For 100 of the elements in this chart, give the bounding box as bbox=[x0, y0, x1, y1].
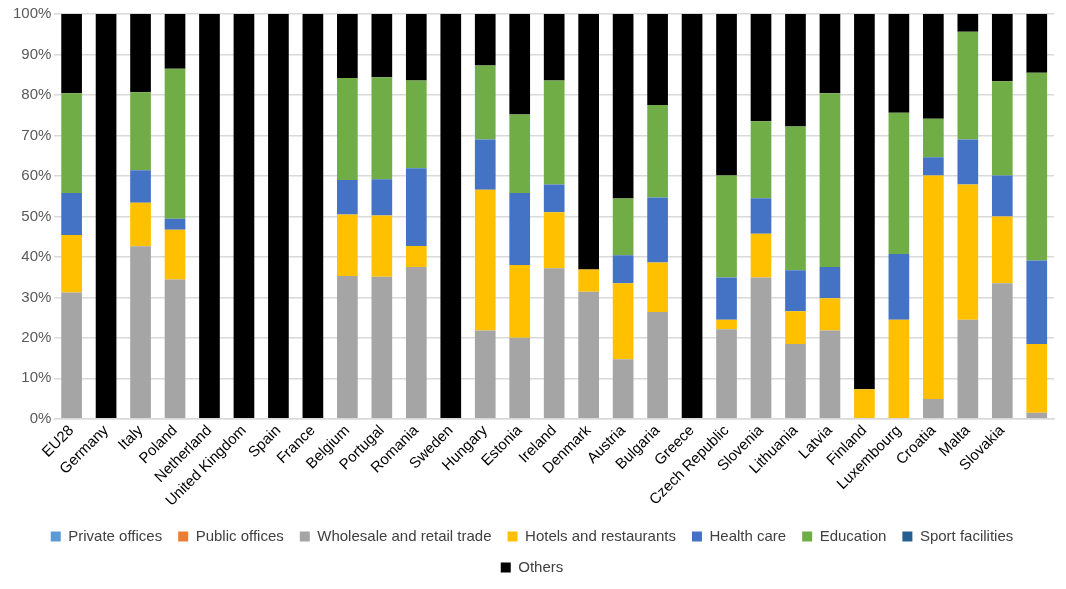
bar bbox=[991, 283, 1013, 419]
bar bbox=[991, 216, 1013, 284]
bar bbox=[61, 235, 82, 293]
bar bbox=[923, 157, 944, 176]
bar bbox=[819, 14, 841, 94]
bar bbox=[130, 202, 151, 247]
bar bbox=[750, 198, 772, 234]
bar bbox=[474, 14, 496, 66]
bar bbox=[819, 93, 841, 267]
bar bbox=[957, 319, 979, 419]
y-tick-label: 40% bbox=[21, 247, 52, 265]
legend-label: Private offices bbox=[68, 526, 163, 544]
bar bbox=[164, 68, 186, 219]
bar bbox=[612, 255, 634, 284]
y-tick-label: 90% bbox=[21, 44, 52, 62]
bar bbox=[854, 14, 875, 390]
bar bbox=[233, 14, 255, 419]
bar bbox=[509, 192, 531, 265]
legend-label: Education bbox=[819, 526, 887, 544]
bar bbox=[716, 14, 737, 176]
bar bbox=[543, 80, 565, 185]
bar bbox=[130, 92, 151, 171]
y-tick-label: 80% bbox=[21, 85, 52, 103]
bar bbox=[164, 229, 186, 280]
bar bbox=[130, 14, 151, 93]
bar bbox=[750, 121, 772, 199]
bar bbox=[95, 14, 117, 419]
bar bbox=[923, 175, 944, 399]
bar bbox=[785, 270, 806, 312]
bar bbox=[405, 245, 427, 267]
bar bbox=[647, 262, 668, 312]
bar bbox=[509, 114, 531, 193]
bar bbox=[337, 275, 358, 419]
bar bbox=[371, 215, 393, 277]
legend-label: Others bbox=[518, 557, 564, 575]
bar bbox=[543, 212, 565, 269]
bar bbox=[612, 359, 634, 419]
bar bbox=[785, 343, 806, 419]
bar bbox=[474, 139, 496, 190]
bar bbox=[750, 277, 772, 419]
bar bbox=[474, 65, 496, 140]
bar bbox=[337, 77, 358, 180]
bar bbox=[957, 139, 979, 185]
bar bbox=[509, 337, 531, 419]
bar bbox=[750, 233, 772, 278]
bar bbox=[199, 14, 220, 419]
y-tick-label: 30% bbox=[21, 287, 52, 305]
bar bbox=[1026, 72, 1048, 261]
y-tick-label: 10% bbox=[21, 368, 52, 386]
bar bbox=[337, 14, 358, 78]
bar bbox=[509, 264, 531, 338]
bar bbox=[61, 192, 82, 236]
bar bbox=[819, 267, 841, 299]
bar bbox=[888, 14, 910, 113]
bar bbox=[164, 279, 186, 419]
bar bbox=[957, 14, 979, 32]
y-tick-label: 20% bbox=[21, 327, 52, 345]
legend-label: Health care bbox=[709, 526, 787, 544]
bar bbox=[440, 14, 462, 419]
legend-label: Wholesale and retail trade bbox=[317, 526, 492, 544]
bar bbox=[888, 319, 910, 419]
bar bbox=[578, 269, 599, 292]
bar bbox=[991, 14, 1013, 82]
bar bbox=[1026, 412, 1048, 419]
bar bbox=[405, 168, 427, 246]
legend-label: Sport facilities bbox=[919, 526, 1014, 544]
bar bbox=[578, 14, 599, 270]
y-tick-label: 50% bbox=[21, 206, 52, 224]
legend-label: Hotels and restaurants bbox=[525, 526, 676, 544]
bar bbox=[750, 14, 772, 122]
bar bbox=[578, 291, 599, 419]
bar bbox=[164, 218, 186, 230]
bar bbox=[888, 254, 910, 320]
y-tick-label: 0% bbox=[29, 408, 52, 426]
bar bbox=[819, 298, 841, 331]
bar bbox=[543, 184, 565, 213]
bar bbox=[785, 311, 806, 344]
bar bbox=[991, 81, 1013, 176]
bar bbox=[1026, 343, 1048, 413]
bar bbox=[681, 14, 703, 419]
bar bbox=[130, 246, 151, 419]
bar bbox=[337, 214, 358, 276]
bar bbox=[130, 170, 151, 203]
bar bbox=[1026, 14, 1048, 73]
bar bbox=[923, 14, 944, 119]
bar bbox=[61, 93, 82, 193]
bar bbox=[716, 277, 737, 320]
bar bbox=[302, 14, 324, 419]
bar bbox=[164, 14, 186, 69]
legend-label: Public offices bbox=[195, 526, 284, 544]
bar bbox=[337, 179, 358, 215]
bar bbox=[957, 31, 979, 140]
bar bbox=[647, 197, 668, 263]
bar bbox=[716, 329, 737, 419]
bar bbox=[888, 112, 910, 255]
bar bbox=[474, 330, 496, 419]
bar bbox=[371, 179, 393, 216]
bar bbox=[61, 292, 82, 419]
bar bbox=[612, 283, 634, 360]
bar bbox=[716, 175, 737, 278]
